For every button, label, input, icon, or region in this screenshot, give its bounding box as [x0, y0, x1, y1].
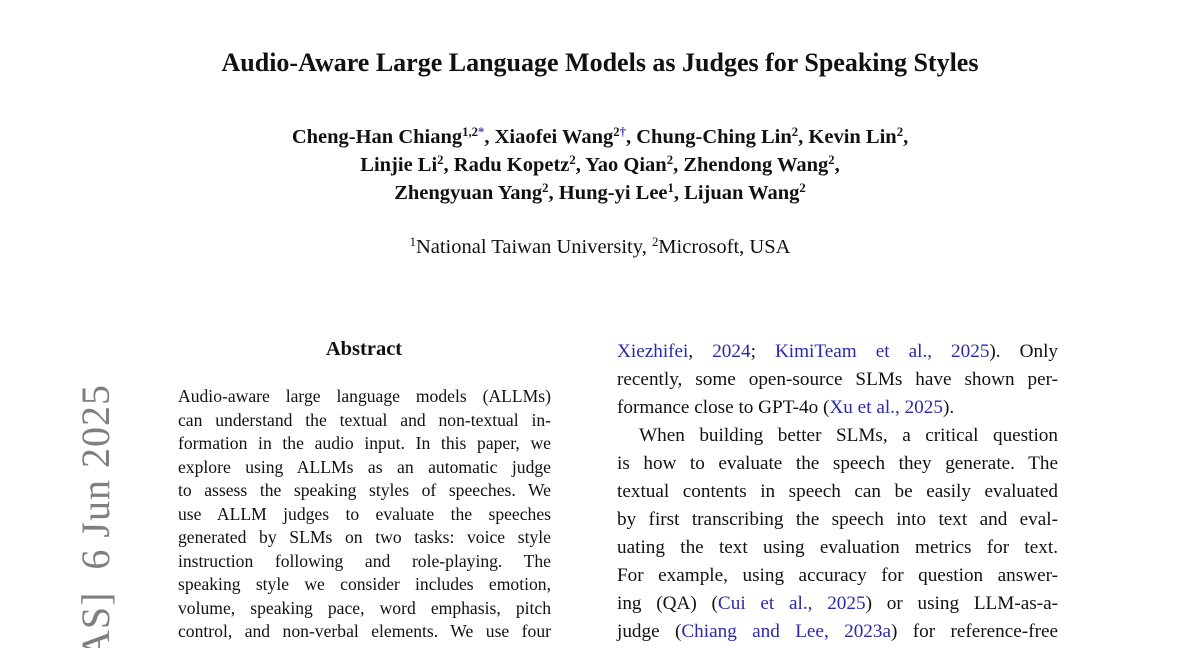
author-name: Radu Kopetz: [453, 154, 570, 176]
intro-column: Xiezhifei, 2024; KimiTeam et al., 2025).…: [617, 338, 1058, 648]
abstract-body: Audio-aware large language models (ALLMs…: [178, 385, 551, 644]
text-line: For example, using accuracy for question…: [617, 565, 1058, 586]
author-name: Lijuan Wang: [684, 182, 800, 204]
author-name: Linjie Li: [360, 154, 438, 176]
footnote-mark[interactable]: *: [478, 125, 485, 140]
abstract-line: volume, speaking pace, word emphasis, pi…: [178, 597, 551, 618]
text-line: ing (QA) (Cui et al., 2025) or using LLM…: [617, 593, 1058, 614]
text-line: formance close to GPT-4o (Xu et al., 202…: [617, 397, 955, 418]
text-line: textual contents in speech can be easily…: [617, 481, 1058, 502]
author-name: Kevin Lin: [808, 126, 897, 148]
citation-link[interactable]: 2024: [712, 341, 751, 362]
abstract-line: generated by SLMs on two tasks: voice st…: [178, 527, 551, 547]
affiliation-marker: 2: [542, 181, 549, 196]
text-line: is how to evaluate the speech they gener…: [617, 453, 1058, 474]
text-line: judge (Chiang and Lee, 2023a) for refere…: [617, 621, 1059, 642]
affiliations: 1National Taiwan University, 2Microsoft,…: [409, 235, 791, 258]
author-name: Hung-yi Lee: [558, 182, 668, 204]
author-name: Zhengyuan Yang: [394, 182, 543, 204]
footnote-mark[interactable]: †: [619, 125, 626, 140]
abstract-line: can understand the textual and non-textu…: [178, 409, 551, 430]
text-line: Xiezhifei, 2024; KimiTeam et al., 2025).…: [617, 341, 1058, 362]
affiliation-marker: 2: [666, 153, 674, 168]
arxiv-stamp: AS] 6 Jun 2025: [73, 384, 118, 648]
author-name: Yao Qian: [585, 154, 667, 176]
author-name: Chung-Ching Lin: [636, 126, 792, 148]
citation-link[interactable]: Xiezhifei: [617, 341, 689, 362]
abstract-line: formation in the audio input. In this pa…: [178, 433, 551, 453]
abstract-line: to assess the speaking styles of speeche…: [178, 480, 551, 500]
author-line: Linjie Li2, Radu Kopetz2, Yao Qian2, Zhe…: [360, 153, 840, 176]
affiliation-marker: 2: [651, 235, 659, 250]
paper-title: Audio-Aware Large Language Models as Jud…: [221, 48, 979, 77]
author-name: Zhendong Wang: [683, 154, 829, 176]
author-line: Cheng-Han Chiang1,2*, Xiaofei Wang2†, Ch…: [291, 125, 909, 148]
abstract-line: control, and non-verbal elements. We use…: [178, 621, 551, 641]
affiliation-marker: 2: [437, 153, 444, 168]
abstract-heading: Abstract: [325, 338, 403, 360]
affiliation-marker: 2†: [613, 125, 626, 140]
affiliation-marker: 2: [791, 125, 799, 140]
text-line: recently, some open-source SLMs have sho…: [617, 369, 1058, 390]
citation-link[interactable]: KimiTeam et al., 2025: [774, 341, 990, 362]
abstract-line: speaking style we consider includes emot…: [178, 574, 551, 594]
abstract-line: explore using ALLMs as an automatic judg…: [178, 456, 551, 477]
citation-link[interactable]: Cui et al., 2025: [717, 593, 866, 614]
citation-link[interactable]: Chiang and Lee, 2023a: [681, 621, 891, 642]
affiliation-name: National Taiwan University: [415, 236, 642, 258]
affiliation-marker: 2: [569, 153, 576, 168]
text-line: by first transcribing the speech into te…: [617, 509, 1058, 530]
abstract-line: use ALLM judges to evaluate the speeches: [178, 503, 551, 524]
author-list: Cheng-Han Chiang1,2*, Xiaofei Wang2†, Ch…: [0, 123, 1200, 207]
affiliation-marker: 1: [667, 181, 674, 196]
text-line: uating the text using evaluation metrics…: [617, 537, 1058, 558]
abstract-line: Audio-aware large language models (ALLMs…: [178, 386, 551, 406]
author-name: Xiaofei Wang: [494, 126, 614, 148]
affiliation-marker: 1: [409, 235, 416, 250]
affiliation-marker: 1,2*: [462, 125, 485, 140]
author-name: Cheng-Han Chiang: [291, 126, 463, 148]
affiliation-marker: 2: [799, 181, 806, 196]
author-line: Zhengyuan Yang2, Hung-yi Lee1, Lijuan Wa…: [394, 181, 806, 204]
citation-link[interactable]: Xu et al., 2025: [829, 397, 943, 418]
abstract-line: instruction following and role-playing. …: [178, 550, 551, 571]
affiliation-marker: 2: [828, 153, 835, 168]
text-line: When building better SLMs, a critical qu…: [639, 425, 1058, 446]
affiliation-name: Microsoft, USA: [658, 236, 791, 258]
affiliation-marker: 2: [896, 125, 904, 140]
